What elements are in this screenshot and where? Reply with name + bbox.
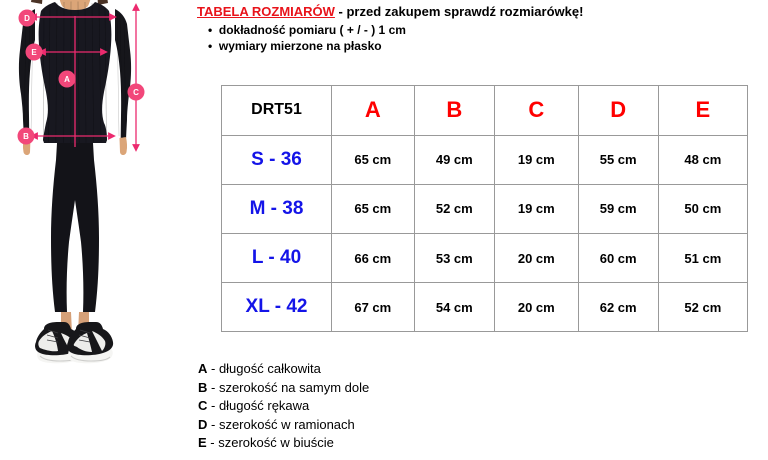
svg-text:C: C [133,88,139,97]
svg-text:E: E [31,48,37,57]
svg-text:A: A [64,75,70,84]
svg-text:B: B [23,132,29,141]
svg-text:D: D [24,14,30,23]
